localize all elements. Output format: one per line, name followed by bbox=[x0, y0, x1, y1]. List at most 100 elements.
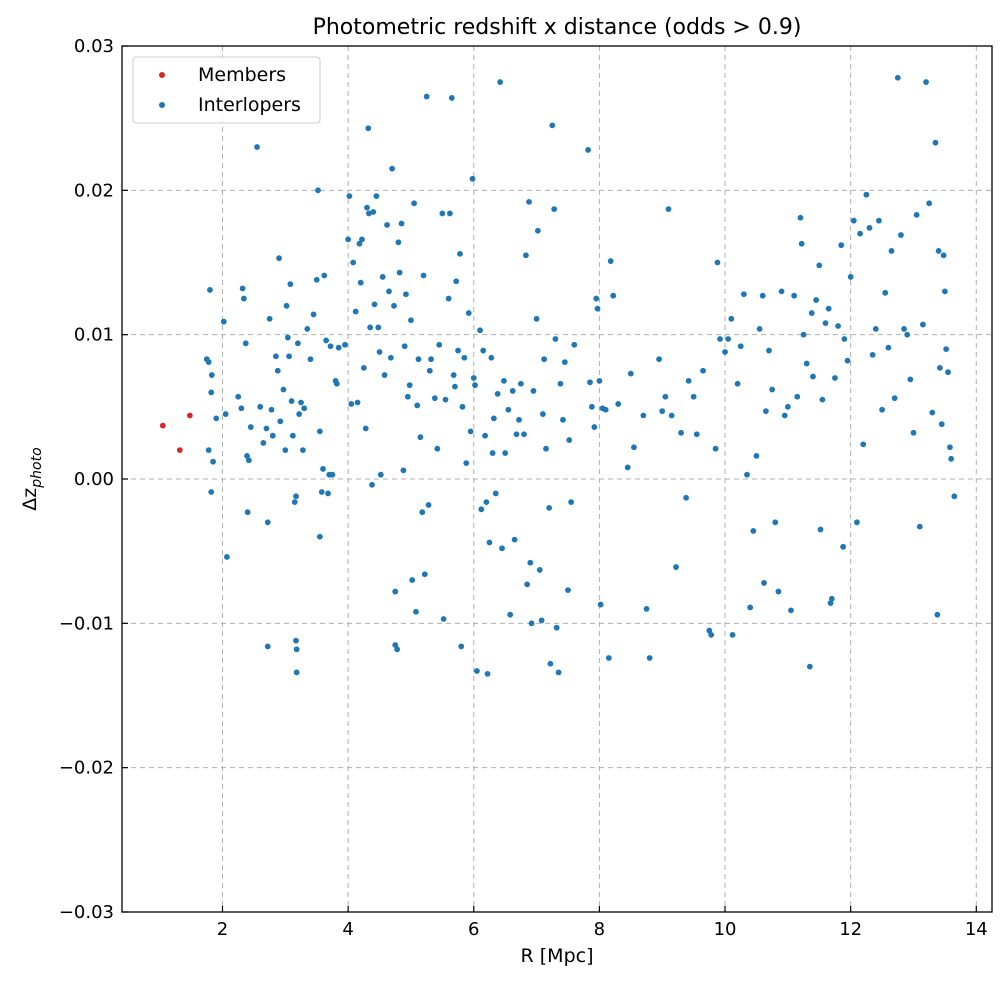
point-interlopers bbox=[516, 416, 522, 423]
point-interlopers bbox=[327, 343, 334, 350]
point-interlopers bbox=[753, 453, 760, 459]
point-interlopers bbox=[803, 360, 810, 367]
point-interlopers bbox=[646, 655, 653, 661]
point-interlopers bbox=[379, 274, 386, 280]
point-interlopers bbox=[551, 206, 558, 212]
point-interlopers bbox=[450, 372, 457, 378]
point-interlopers bbox=[381, 372, 388, 378]
point-interlopers bbox=[523, 252, 529, 259]
point-interlopers bbox=[440, 616, 447, 622]
y-axis-label-base: Δz bbox=[19, 488, 41, 511]
point-interlopers bbox=[734, 380, 741, 387]
point-interlopers bbox=[841, 336, 848, 342]
point-interlopers bbox=[392, 642, 399, 648]
point-interlopers bbox=[293, 669, 300, 676]
point-interlopers bbox=[205, 447, 212, 454]
point-interlopers bbox=[571, 341, 578, 348]
point-interlopers bbox=[335, 344, 342, 351]
legend-label-members: Members bbox=[198, 64, 286, 86]
point-interlopers bbox=[766, 347, 772, 354]
point-interlopers bbox=[907, 376, 914, 383]
point-interlopers bbox=[844, 357, 851, 364]
point-interlopers bbox=[729, 631, 736, 638]
point-interlopers bbox=[594, 305, 601, 312]
point-interlopers bbox=[313, 276, 320, 283]
point-interlopers bbox=[923, 79, 929, 85]
point-interlopers bbox=[866, 224, 873, 231]
point-interlopers bbox=[762, 408, 769, 415]
y-axis-label-subscript: photo bbox=[29, 447, 45, 488]
point-interlopers bbox=[348, 401, 355, 407]
point-interlopers bbox=[239, 285, 246, 292]
point-interlopers bbox=[455, 347, 461, 354]
point-interlopers bbox=[920, 321, 926, 328]
point-interlopers bbox=[941, 288, 948, 295]
point-interlopers bbox=[300, 447, 306, 454]
point-interlopers bbox=[552, 336, 559, 342]
point-interlopers bbox=[280, 386, 287, 393]
point-interlopers bbox=[507, 611, 514, 618]
point-interlopers bbox=[490, 415, 497, 422]
point-interlopers bbox=[391, 302, 397, 309]
point-interlopers bbox=[747, 604, 754, 611]
point-interlopers bbox=[605, 655, 612, 661]
point-interlopers bbox=[863, 191, 870, 198]
point-interlopers bbox=[756, 325, 763, 332]
point-interlopers bbox=[370, 209, 377, 215]
point-interlopers bbox=[610, 292, 617, 299]
point-interlopers bbox=[888, 248, 895, 254]
point-interlopers bbox=[373, 193, 380, 200]
point-members bbox=[159, 422, 166, 429]
point-interlopers bbox=[530, 388, 537, 394]
point-interlopers bbox=[602, 406, 609, 413]
point-interlopers bbox=[272, 353, 279, 360]
point-interlopers bbox=[263, 425, 270, 432]
data-points bbox=[159, 74, 958, 677]
point-interlopers bbox=[414, 402, 421, 409]
point-interlopers bbox=[445, 295, 452, 302]
point-interlopers bbox=[932, 139, 939, 146]
point-interlopers bbox=[264, 643, 271, 650]
point-interlopers bbox=[365, 125, 372, 132]
point-interlopers bbox=[528, 620, 535, 627]
point-interlopers bbox=[291, 499, 298, 505]
point-interlopers bbox=[553, 624, 560, 631]
y-tick-label: −0.01 bbox=[59, 613, 114, 634]
point-interlopers bbox=[238, 405, 245, 412]
point-interlopers bbox=[377, 471, 384, 478]
point-interlopers bbox=[257, 403, 264, 410]
point-interlopers bbox=[453, 278, 460, 285]
point-interlopers bbox=[484, 670, 491, 677]
point-members bbox=[186, 412, 193, 419]
point-interlopers bbox=[356, 240, 363, 247]
point-interlopers bbox=[501, 377, 507, 384]
point-interlopers bbox=[413, 608, 419, 615]
point-interlopers bbox=[800, 331, 807, 338]
point-interlopers bbox=[494, 390, 501, 397]
point-interlopers bbox=[560, 416, 566, 423]
point-interlopers bbox=[470, 375, 477, 381]
point-interlopers bbox=[693, 431, 700, 438]
legend: Members Interlopers bbox=[132, 56, 321, 124]
point-interlopers bbox=[478, 506, 485, 513]
point-interlopers bbox=[947, 444, 953, 451]
point-interlopers bbox=[607, 258, 614, 264]
point-interlopers bbox=[791, 292, 798, 299]
point-interlopers bbox=[813, 297, 820, 303]
x-tick-label: 2 bbox=[217, 919, 228, 940]
point-interlopers bbox=[342, 341, 348, 348]
point-interlopers bbox=[945, 369, 951, 376]
point-interlopers bbox=[428, 356, 434, 363]
point-interlopers bbox=[806, 663, 813, 670]
point-interlopers bbox=[277, 418, 284, 425]
point-interlopers bbox=[268, 406, 275, 413]
point-interlopers bbox=[527, 559, 534, 566]
point-interlopers bbox=[797, 214, 804, 221]
point-interlopers bbox=[289, 432, 296, 439]
point-interlopers bbox=[539, 411, 546, 417]
point-interlopers bbox=[367, 324, 374, 331]
point-interlopers bbox=[822, 320, 829, 327]
point-interlopers bbox=[740, 291, 747, 298]
point-interlopers bbox=[781, 412, 788, 419]
point-interlopers bbox=[467, 428, 474, 435]
